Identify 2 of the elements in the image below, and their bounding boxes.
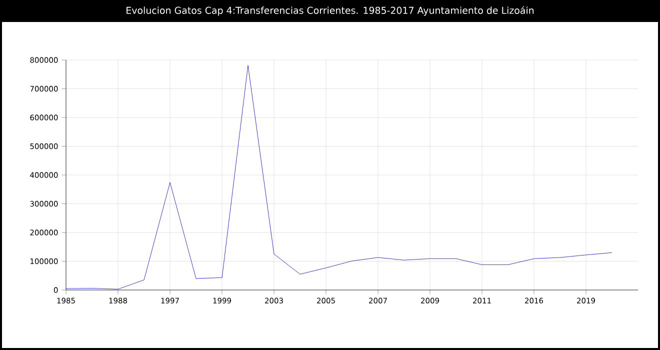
chart-title: Evolucion Gatos Cap 4:Transferencias Corrientes. 1985-2017 Ayuntamiento de Lizoáin	[126, 6, 534, 16]
line-series	[66, 65, 612, 290]
